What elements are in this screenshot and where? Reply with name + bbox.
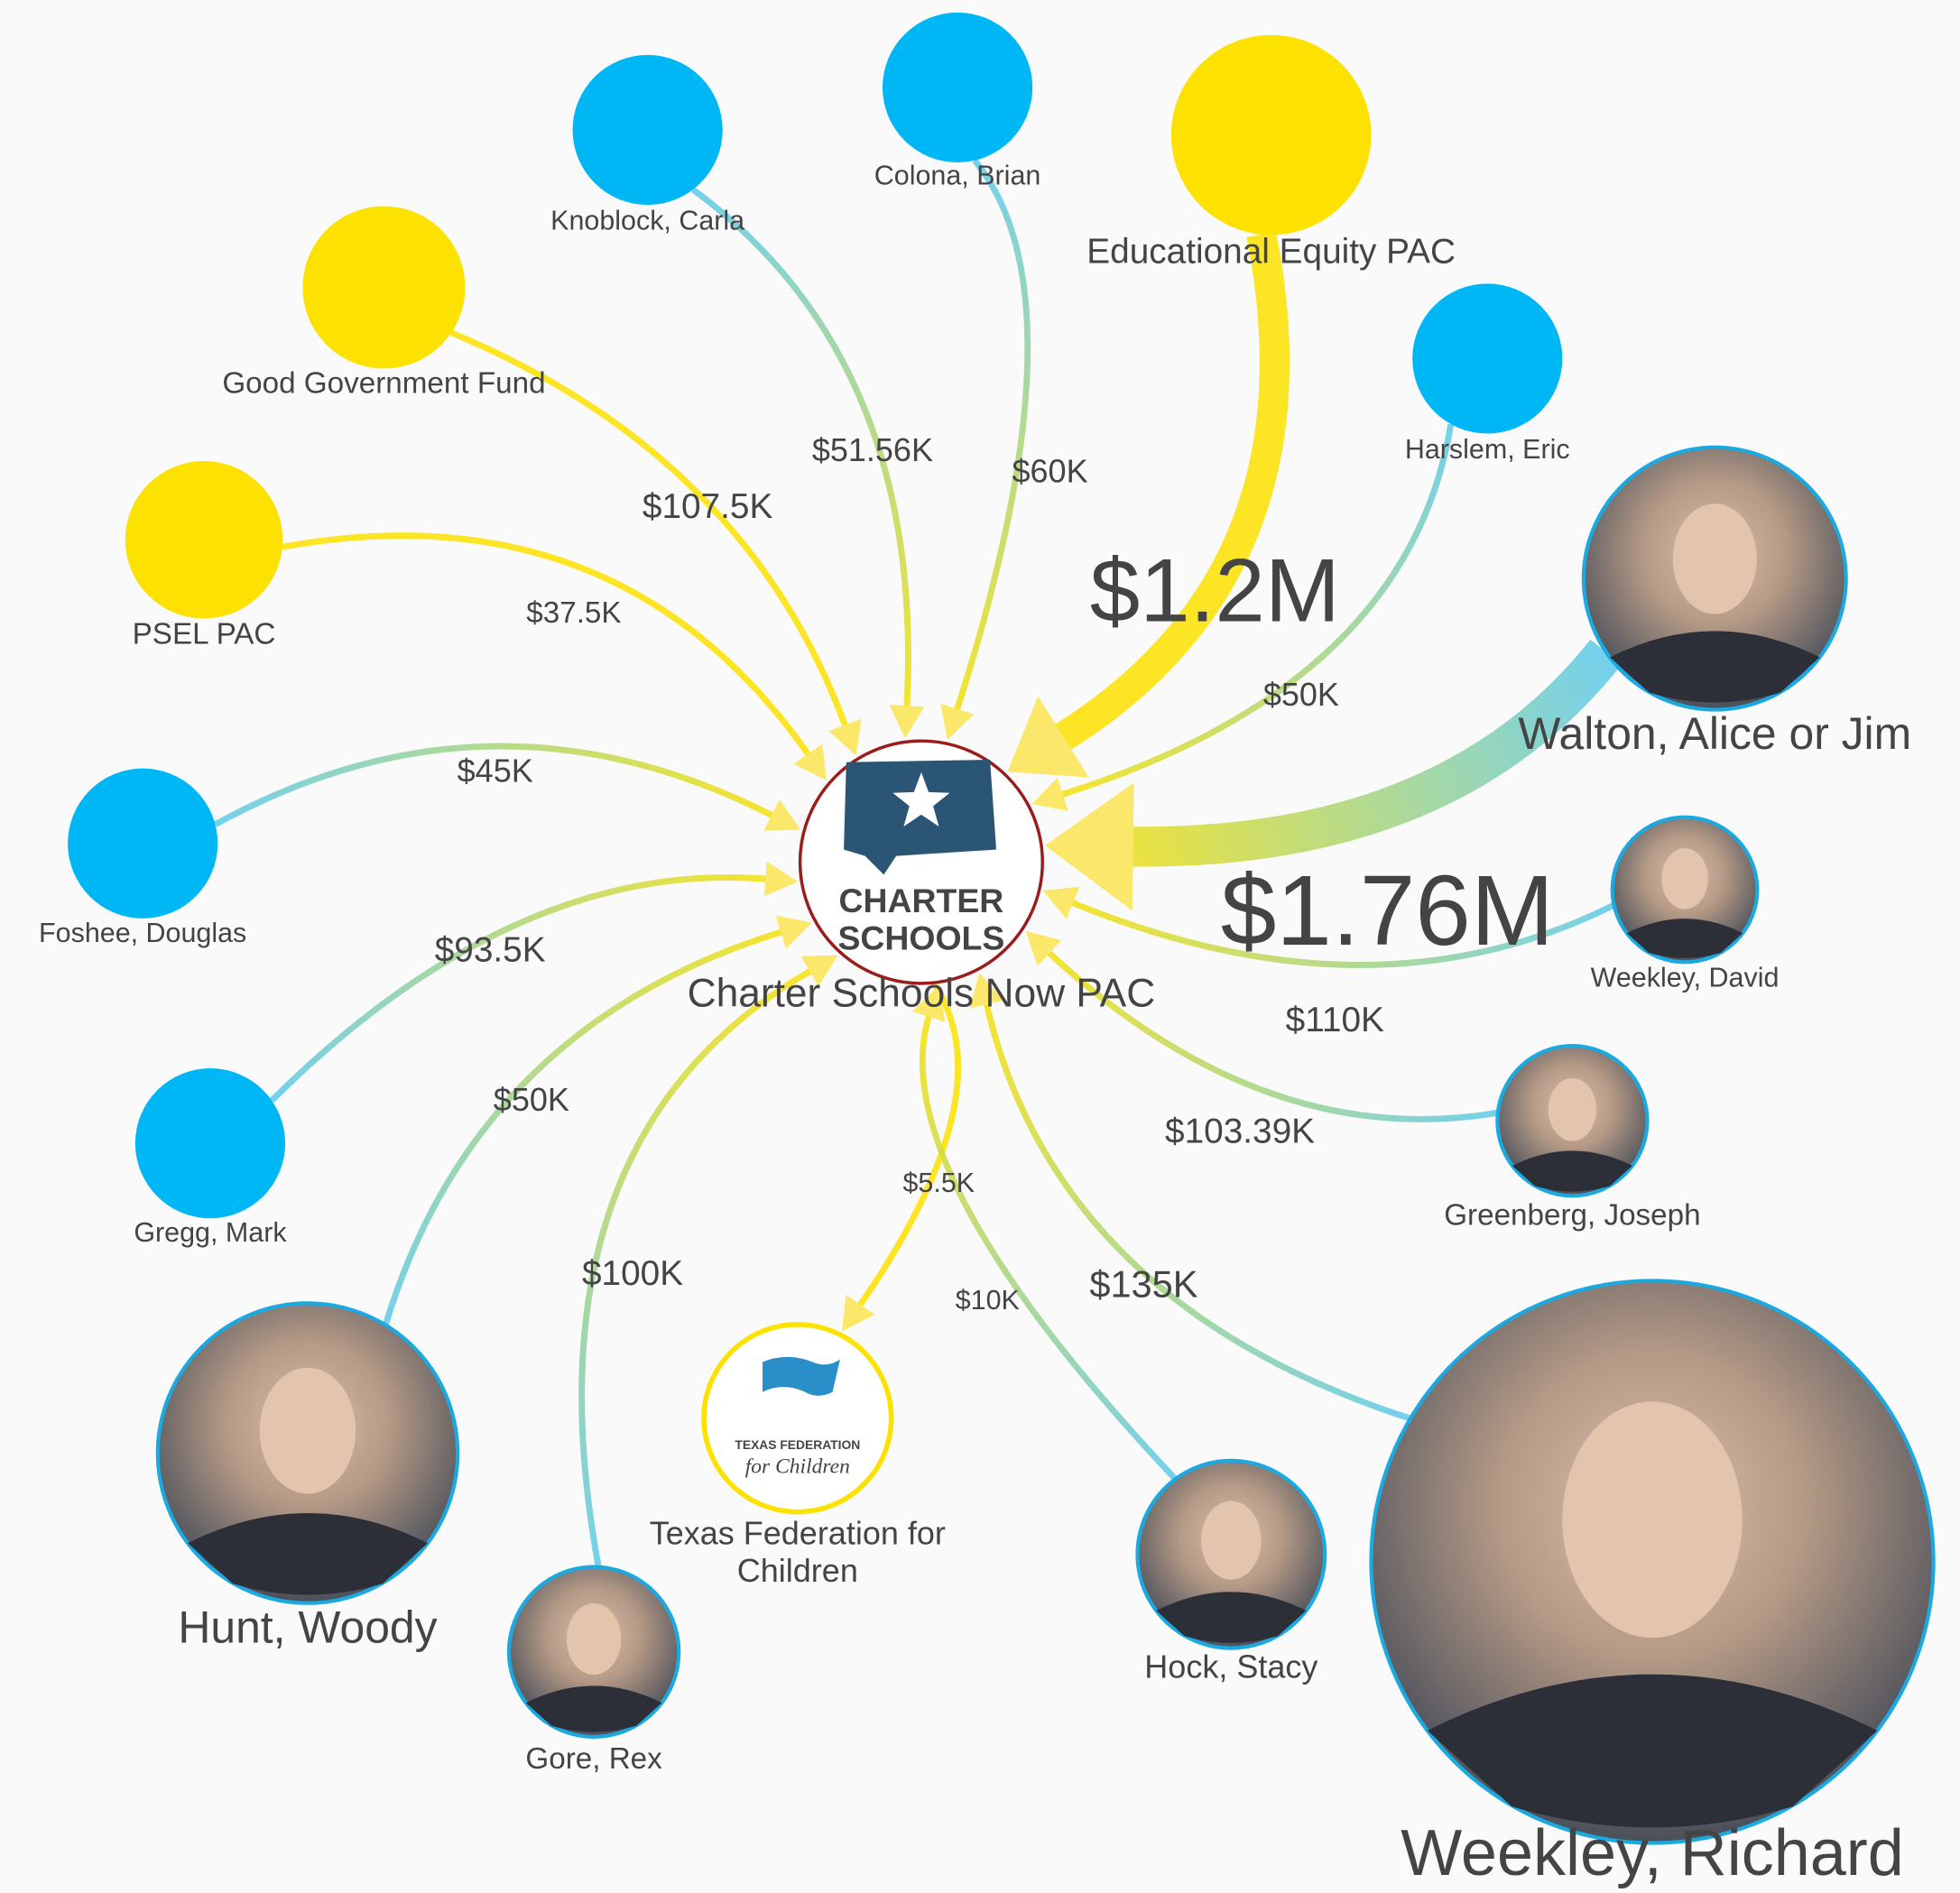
edge: [922, 1014, 1175, 1479]
node-label: Knoblock, Carla: [550, 206, 744, 236]
arrowhead: [1031, 778, 1068, 811]
edge: [859, 983, 958, 1307]
photo-face: [1661, 848, 1707, 909]
node[interactable]: Hock, Stacy: [1137, 1461, 1325, 1685]
edge-label: $135K: [1089, 1262, 1197, 1305]
edge-label: $1.2M: [1090, 540, 1340, 641]
edge: [1061, 235, 1274, 738]
edge-label: $100K: [582, 1254, 683, 1293]
node-label: Gregg, Mark: [134, 1217, 287, 1248]
node-label: Educational Equity PAC: [1086, 232, 1456, 271]
node-circle: [1171, 35, 1372, 235]
arrowhead: [890, 705, 925, 738]
node-circle: [883, 13, 1032, 162]
node[interactable]: Greenberg, Joseph: [1444, 1046, 1700, 1233]
node[interactable]: TEXAS FEDERATION for Children Texas Federa…: [650, 1325, 946, 1589]
node-label: Children: [737, 1552, 858, 1589]
edge-label: $45K: [458, 753, 533, 790]
node-circle: [68, 769, 217, 919]
logo-text: SCHOOLS: [837, 919, 1004, 957]
edge-label: $1.76M: [1221, 855, 1554, 966]
photo-face: [1562, 1401, 1742, 1638]
edge-label: $93.5K: [435, 930, 546, 969]
edge-label: $107.5K: [643, 487, 773, 526]
node[interactable]: Gore, Rex: [509, 1567, 679, 1776]
node[interactable]: Foshee, Douglas: [39, 769, 246, 948]
logo-text: TEXAS FEDERATION: [735, 1437, 860, 1452]
edge: [282, 536, 809, 756]
node[interactable]: PSEL PAC: [125, 461, 282, 651]
edge-label: $37.5K: [526, 596, 621, 630]
node-circle: [302, 206, 465, 368]
node[interactable]: Harslem, Eric: [1405, 283, 1570, 465]
edge-label: $10K: [956, 1285, 1020, 1316]
node[interactable]: Gregg, Mark: [134, 1068, 287, 1248]
node[interactable]: Educational Equity PAC: [1086, 35, 1456, 272]
edge-label: $60K: [1012, 452, 1088, 489]
arrowhead: [842, 1295, 874, 1332]
node-label: Harslem, Eric: [1405, 434, 1570, 465]
node[interactable]: Weekley, Richard: [1371, 1280, 1933, 1889]
edge-label: $50K: [494, 1081, 569, 1118]
arrowhead: [793, 744, 827, 781]
node[interactable]: Hunt, Woody: [158, 1303, 458, 1652]
node-label: Walton, Alice or Jim: [1518, 708, 1911, 759]
node-label: Texas Federation for: [650, 1514, 946, 1551]
photo-face: [1549, 1078, 1596, 1141]
arrowhead: [764, 862, 798, 897]
logo-circle: [704, 1325, 892, 1512]
edge-label: $103.39K: [1165, 1112, 1315, 1150]
node-label: Weekley, David: [1591, 963, 1780, 993]
node[interactable]: Weekley, David: [1591, 817, 1780, 993]
logo-text: CHARTER: [839, 882, 1004, 919]
node-label: Gore, Rex: [525, 1742, 662, 1776]
node-circle: [125, 461, 282, 618]
node-label: Weekley, Richard: [1401, 1817, 1904, 1889]
node[interactable]: Colona, Brian: [874, 13, 1041, 191]
edge-label: $51.56K: [812, 431, 933, 468]
node-label: Colona, Brian: [874, 161, 1041, 191]
photo-face: [260, 1368, 356, 1494]
node-circle: [1412, 283, 1562, 433]
logo-text: for Children: [745, 1455, 850, 1479]
arrowhead: [940, 704, 974, 740]
node-circle: [135, 1068, 285, 1218]
arrowhead: [776, 916, 812, 949]
node-label: Hunt, Woody: [178, 1602, 437, 1652]
photo-face: [1201, 1501, 1261, 1580]
node-label: Hock, Stacy: [1144, 1648, 1317, 1685]
node[interactable]: Walton, Alice or Jim: [1518, 448, 1911, 759]
node[interactable]: Good Government Fund: [222, 206, 545, 400]
node-label: Good Government Fund: [222, 366, 545, 400]
edge-label: $5.5K: [903, 1168, 975, 1198]
photo-face: [567, 1603, 621, 1675]
network-diagram: $51.56K Knoblock, Carla $60K Colona, Brian $…: [0, 0, 1960, 1893]
center-label: Charter Schools Now PAC: [688, 971, 1156, 1015]
node-label: Foshee, Douglas: [39, 918, 246, 948]
edge-label: $110K: [1286, 1001, 1384, 1039]
page: $51.56K Knoblock, Carla $60K Colona, Brian $…: [0, 0, 1960, 1893]
edge: [957, 161, 1028, 712]
node-circle: [573, 55, 723, 205]
node[interactable]: Knoblock, Carla: [550, 55, 744, 236]
photo-face: [1673, 503, 1757, 614]
node-label: PSEL PAC: [133, 618, 276, 651]
edge-label: $50K: [1263, 676, 1339, 713]
node-label: Greenberg, Joseph: [1444, 1199, 1700, 1233]
